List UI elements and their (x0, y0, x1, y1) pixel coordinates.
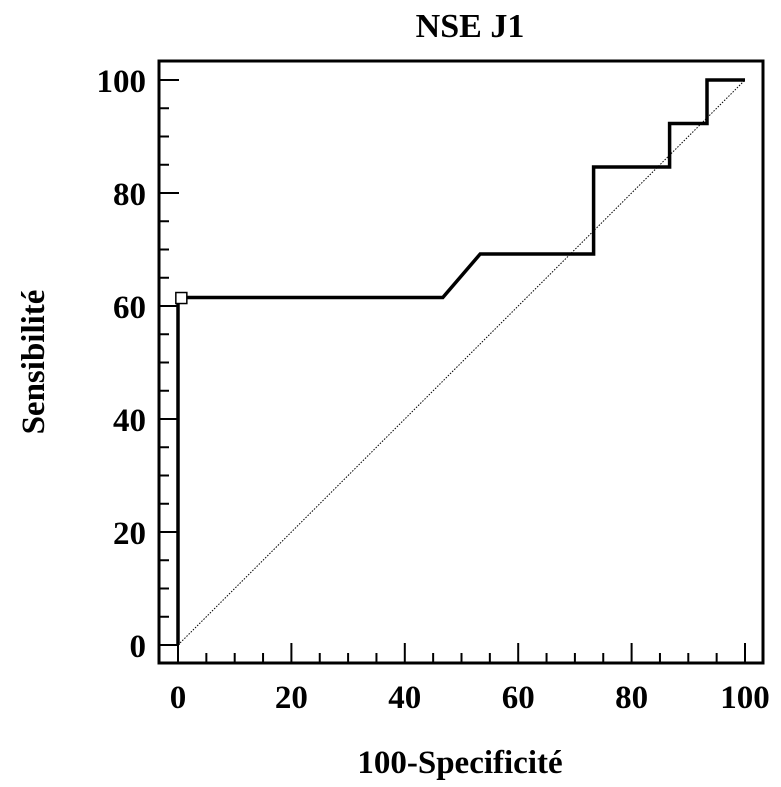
chart-title: NSE J1 (416, 8, 525, 45)
axis-tick-labels: 0 20 40 60 80 100 0 20 40 60 80 100 (97, 64, 770, 716)
y-tick-label: 40 (113, 403, 146, 439)
y-tick-label: 100 (97, 64, 147, 100)
optimal-cutoff-marker (175, 291, 188, 305)
y-tick-label: 60 (113, 290, 146, 326)
x-tick-label: 80 (615, 680, 648, 716)
series-group (175, 78, 746, 646)
x-tick-label: 20 (275, 680, 308, 716)
y-tick-label: 20 (113, 516, 146, 552)
axis-ticks (159, 79, 746, 663)
y-axis-label: Sensibilité (16, 290, 52, 435)
reference-diagonal-line (177, 79, 746, 646)
x-tick-label: 0 (170, 680, 187, 716)
y-tick-label: 80 (113, 177, 146, 213)
x-tick-label: 60 (502, 680, 535, 716)
roc-curve-line (176, 78, 745, 645)
x-tick-label: 40 (388, 680, 421, 716)
x-tick-label: 100 (720, 680, 770, 716)
y-tick-label: 0 (130, 629, 147, 665)
plot-frame (157, 59, 765, 665)
x-axis-label: 100-Specificité (357, 745, 562, 781)
